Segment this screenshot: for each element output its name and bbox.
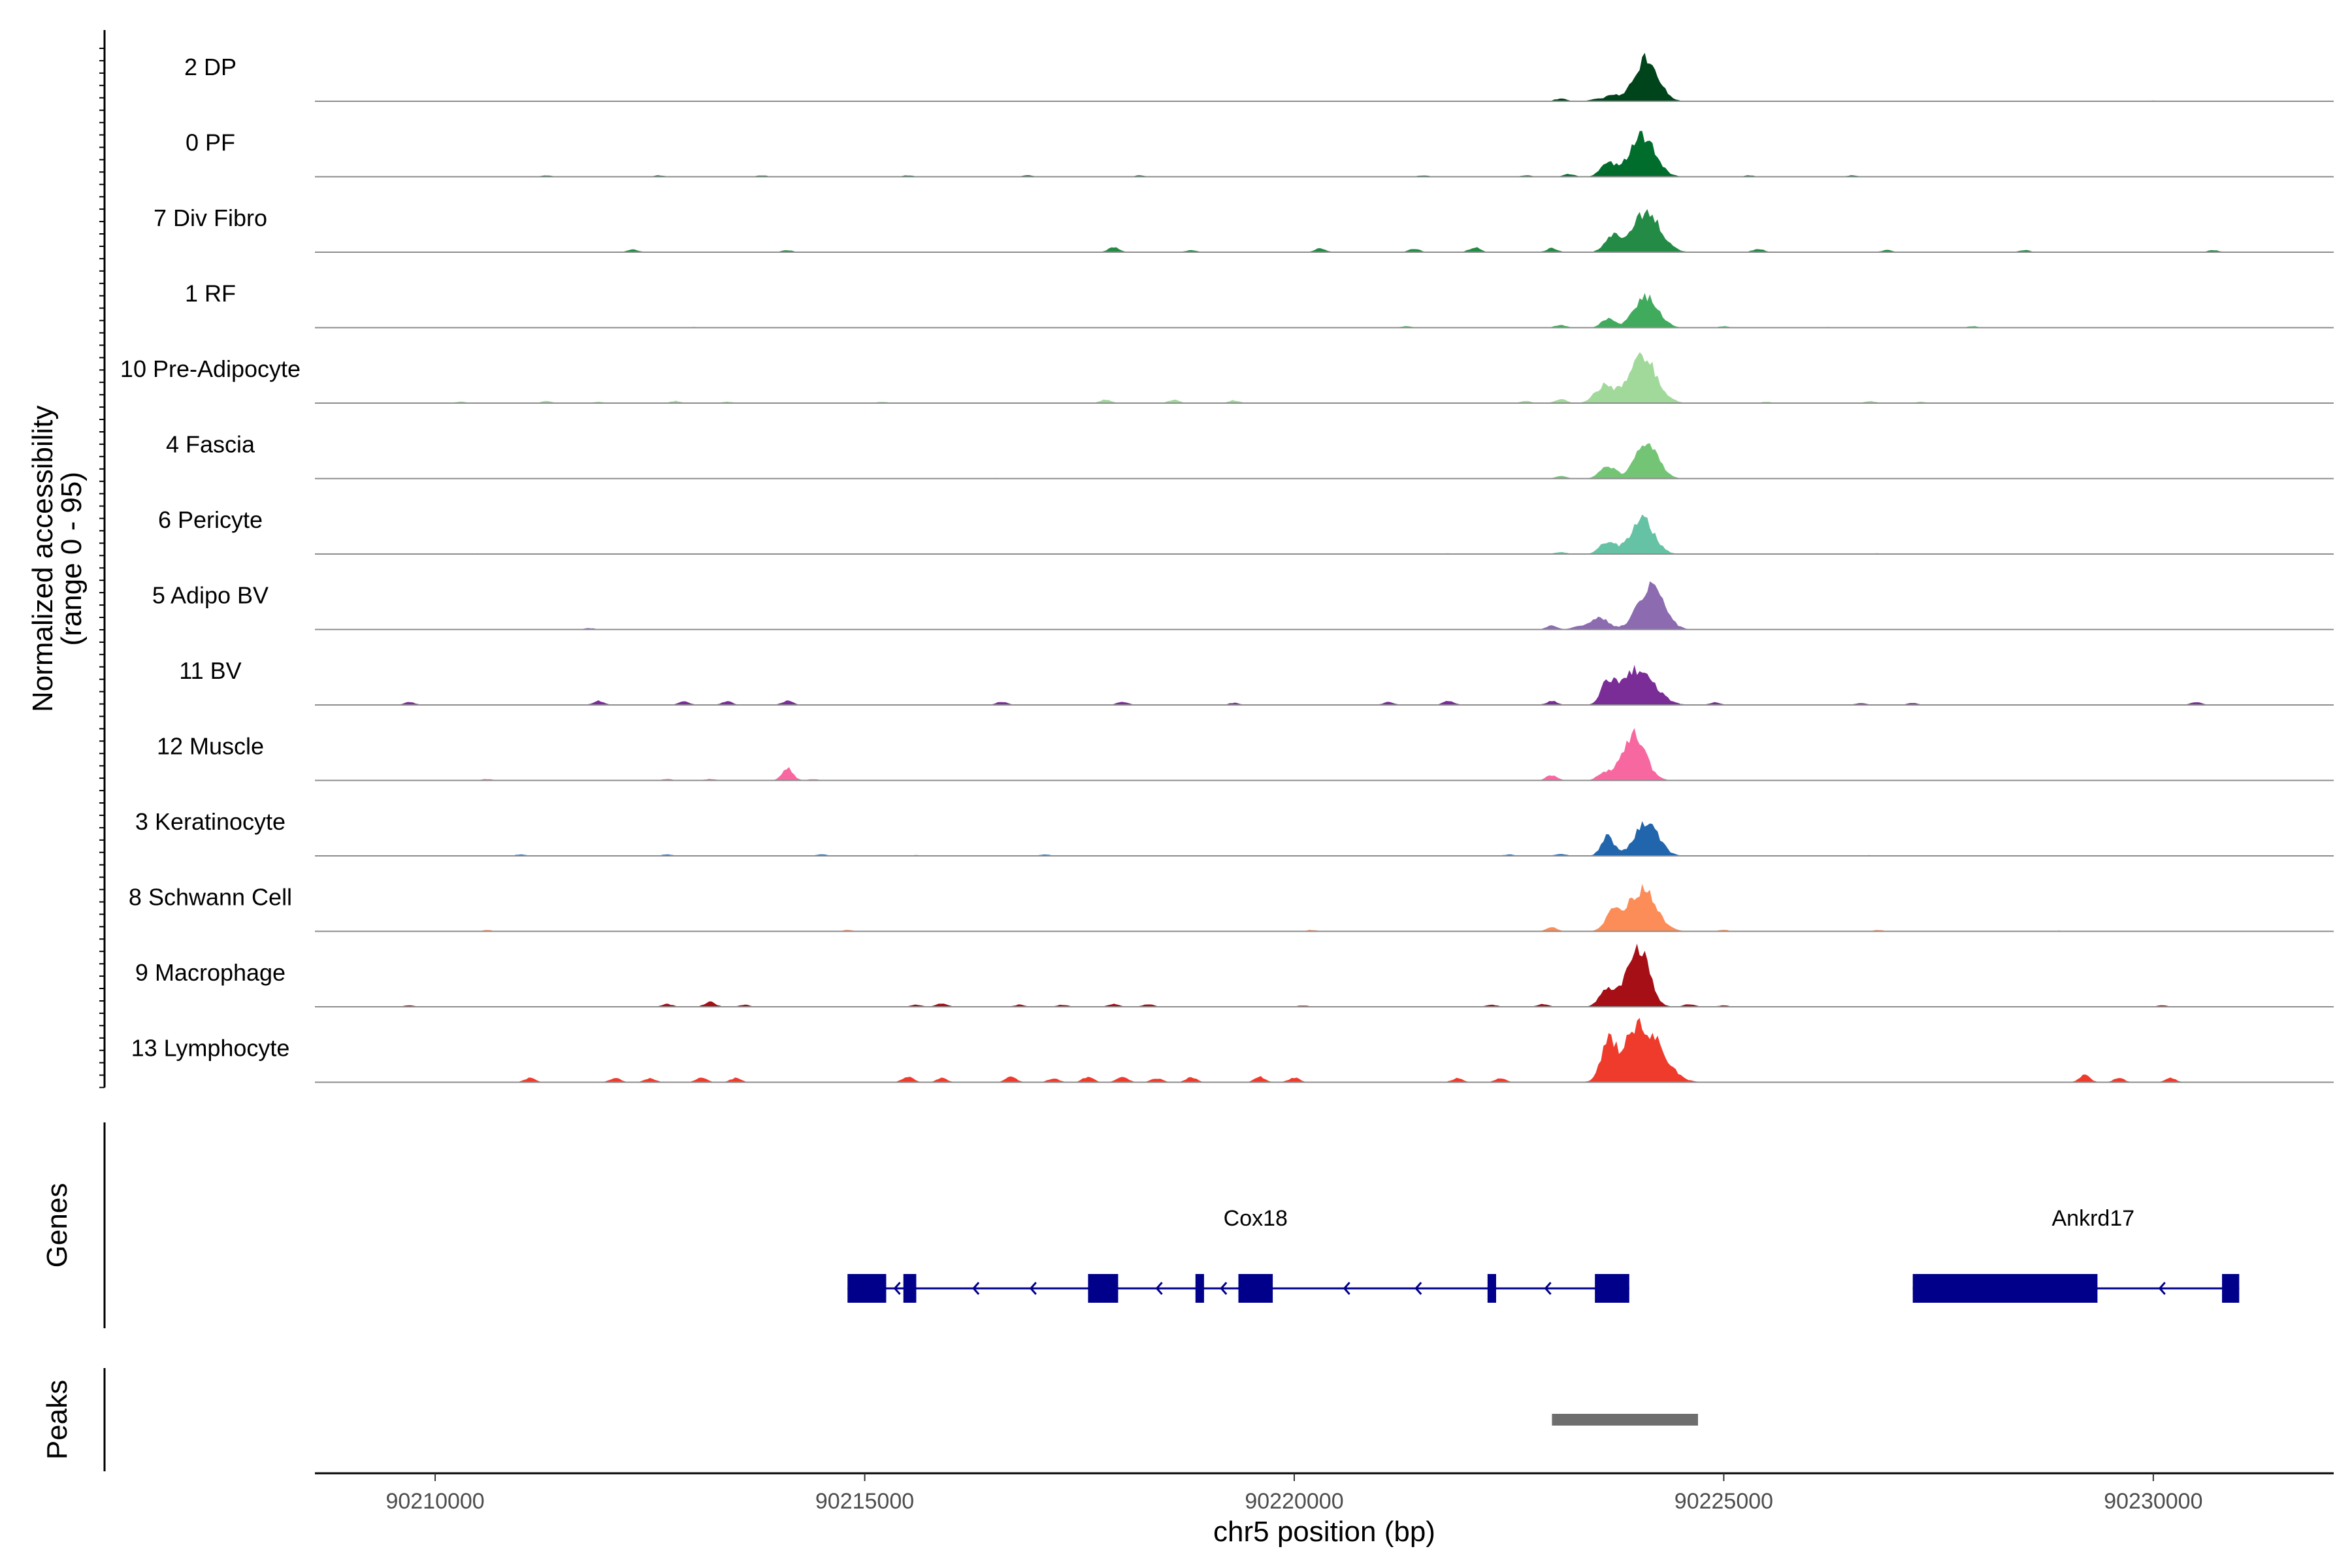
coverage-area — [315, 821, 2334, 856]
x-tick-label: 90220000 — [1245, 1489, 1343, 1514]
genes-track: Genes Cox18 Ankrd17 — [41, 1122, 2240, 1328]
x-tick-label: 90230000 — [2104, 1489, 2202, 1514]
coverage-area — [315, 52, 2334, 101]
exon — [1912, 1274, 2098, 1303]
x-axis: 90210000 90215000 90220000 90225000 90230000… — [315, 1472, 2334, 1548]
track-label: 13 Lymphocyte — [131, 1035, 290, 1062]
track-5-adipo-bv: 5 Adipo BV — [152, 581, 2334, 630]
track-4-fascia: 4 Fascia — [166, 431, 2334, 480]
gene-label: Cox18 — [1224, 1206, 1288, 1231]
track-label: 3 Keratinocyte — [135, 808, 286, 835]
peaks-track-label: Peaks — [41, 1380, 73, 1460]
track-6-pericyte: 6 Pericyte — [158, 506, 2334, 555]
x-tick-label: 90210000 — [385, 1489, 484, 1514]
exon — [1088, 1274, 1119, 1303]
strand-arrow — [1343, 1282, 1350, 1295]
strand-arrow — [1414, 1282, 1422, 1295]
track-13-lymphocyte: 13 Lymphocyte — [131, 1017, 2334, 1083]
y-axis-title-line: (range 0 - 95) — [56, 472, 88, 646]
track-label: 2 DP — [184, 54, 237, 80]
coverage-area — [315, 664, 2334, 705]
exon — [1595, 1274, 1629, 1303]
strand-arrow — [1220, 1282, 1228, 1295]
x-tick-label: 90225000 — [1674, 1489, 1773, 1514]
track-label: 12 Muscle — [157, 733, 264, 760]
track-10-pre-adipocyte: 10 Pre-Adipocyte — [120, 352, 2334, 404]
track-label: 6 Pericyte — [158, 506, 263, 533]
strand-arrow — [893, 1282, 901, 1295]
exon — [1238, 1274, 1273, 1303]
track-1-rf: 1 RF — [185, 280, 2334, 329]
gene-ankrd17: Ankrd17 — [1912, 1206, 2240, 1303]
coverage-area — [315, 883, 2334, 932]
strand-arrow — [1544, 1282, 1552, 1295]
coverage-tracks: 2 DP 0 PF 7 Div Fibro 1 RF 10 Pre-Adipocyte 4… — [120, 52, 2334, 1083]
peaks-track: Peaks — [41, 1368, 1698, 1471]
track-label: 1 RF — [185, 280, 236, 307]
gene-label: Ankrd17 — [2052, 1206, 2135, 1231]
exon — [847, 1274, 887, 1303]
coverage-area — [315, 209, 2334, 252]
gene-cox18: Cox18 — [847, 1206, 1629, 1303]
coverage-area — [315, 352, 2334, 403]
track-label: 7 Div Fibro — [154, 204, 267, 231]
y-axis-title-line: Normalized accessibility — [27, 406, 59, 712]
track-7-div-fibro: 7 Div Fibro — [154, 204, 2334, 253]
track-12-muscle: 12 Muscle — [157, 728, 2334, 781]
track-label: 10 Pre-Adipocyte — [120, 355, 301, 382]
strand-arrow — [1029, 1282, 1037, 1295]
track-2-dp: 2 DP — [184, 52, 2334, 102]
strand-arrow — [972, 1282, 980, 1295]
track-9-macrophage: 9 Macrophage — [135, 943, 2334, 1007]
coverage-area — [315, 728, 2334, 781]
exon — [2222, 1274, 2240, 1303]
exon — [903, 1274, 917, 1303]
track-label: 4 Fascia — [166, 431, 255, 458]
y-axis-title: Normalized accessibility(range 0 - 95) — [27, 406, 88, 712]
track-8-schwann-cell: 8 Schwann Cell — [129, 884, 2334, 932]
track-label: 11 BV — [179, 657, 241, 684]
exon — [1195, 1274, 1204, 1303]
exon — [1487, 1274, 1496, 1303]
coverage-area — [315, 581, 2334, 630]
coverage-area — [315, 293, 2334, 328]
coverage-area — [315, 943, 2334, 1007]
coverage-area — [315, 514, 2334, 554]
x-axis-title: chr5 position (bp) — [1213, 1516, 1435, 1548]
strand-arrow — [1155, 1282, 1163, 1295]
coverage-area — [315, 131, 2334, 177]
y-axis: Normalized accessibility(range 0 - 95) — [27, 30, 106, 1088]
genes-track-label: Genes — [41, 1183, 73, 1268]
track-11-bv: 11 BV — [179, 657, 2334, 706]
peak-region — [1552, 1414, 1698, 1426]
track-label: 8 Schwann Cell — [129, 884, 292, 911]
track-label: 5 Adipo BV — [152, 582, 269, 609]
strand-arrow — [2158, 1282, 2166, 1295]
coverage-area — [315, 1017, 2334, 1083]
coverage-area — [315, 443, 2334, 479]
track-0-pf: 0 PF — [186, 129, 2334, 178]
track-label: 9 Macrophage — [135, 959, 286, 986]
track-3-keratinocyte: 3 Keratinocyte — [135, 808, 2334, 857]
track-label: 0 PF — [186, 129, 235, 156]
x-tick-label: 90215000 — [815, 1489, 914, 1514]
